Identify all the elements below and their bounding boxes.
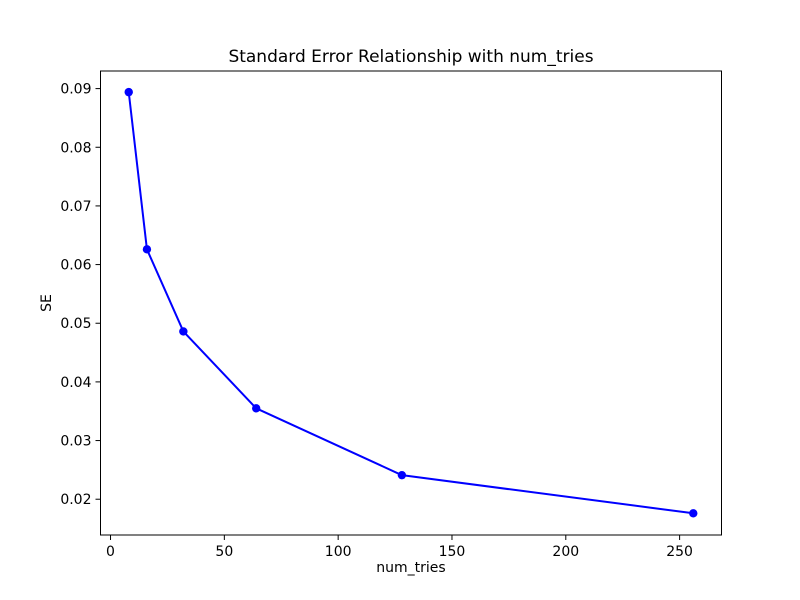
x-tick-label: 150 [439,544,466,560]
y-tick-label: 0.08 [60,140,91,156]
x-tick-label: 0 [106,544,115,560]
x-tick-label: 250 [666,544,693,560]
data-point [179,327,188,336]
data-point [689,509,698,518]
data-point [397,470,407,480]
series-line [127,91,695,515]
x-tick-label: 50 [215,544,233,560]
y-axis-label: SE [39,294,55,312]
x-tick-label: 200 [552,544,579,560]
data-point [252,404,261,413]
y-tick-label: 0.04 [60,375,91,391]
chart-title: Standard Error Relationship with num_tri… [228,47,594,67]
y-tick-label: 0.02 [60,492,91,508]
plot-frame [100,70,722,536]
x-axis-label: num_tries [376,560,446,576]
y-tick-label: 0.09 [60,82,91,98]
y-tick-label: 0.03 [60,434,91,450]
data-point [142,245,152,254]
data-point [124,87,133,97]
y-tick-label: 0.06 [60,258,91,274]
y-tick-label: 0.05 [60,316,91,332]
y-tick-label: 0.07 [60,199,91,215]
x-tick-label: 100 [325,544,352,560]
